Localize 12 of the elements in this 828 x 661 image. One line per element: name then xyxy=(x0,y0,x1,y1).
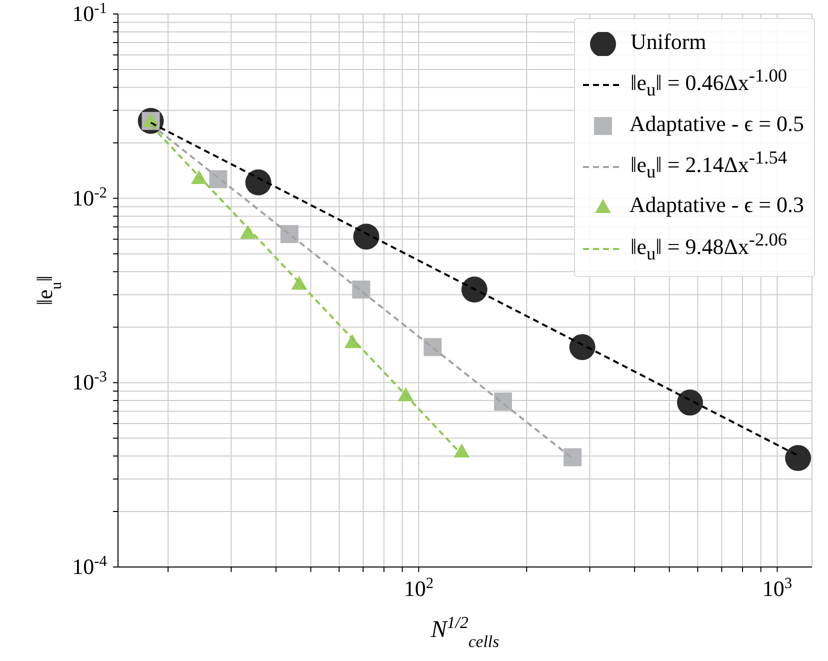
y-tick-label: 10$^{-2}$ xyxy=(72,184,107,210)
legend-label: ‖e$_{u}$‖ = 0.46Δx$^{-1.00}$ xyxy=(630,66,788,100)
x-tick-label: 10$^{3}$ xyxy=(762,574,792,601)
y-tick-label: 10$^{-3}$ xyxy=(72,368,108,395)
y-tick-label: 10$^{-4}$ xyxy=(72,552,108,579)
legend-label: ‖e$_{u}$‖ = 2.14Δx$^{-1.54}$ xyxy=(630,148,788,182)
legend-label: Adaptative - ϵ = 0.3 xyxy=(629,192,804,218)
x-tick-label: 10$^{2}$ xyxy=(404,574,434,601)
legend-label: ‖e$_{u}$‖ = 9.48Δx$^{-2.06}$ xyxy=(630,229,788,264)
legend-label: Adaptative - ϵ = 0.5 xyxy=(629,110,804,136)
y-tick-label: 10$^{-1}$ xyxy=(72,0,107,26)
legend-label: Uniform xyxy=(630,29,706,54)
